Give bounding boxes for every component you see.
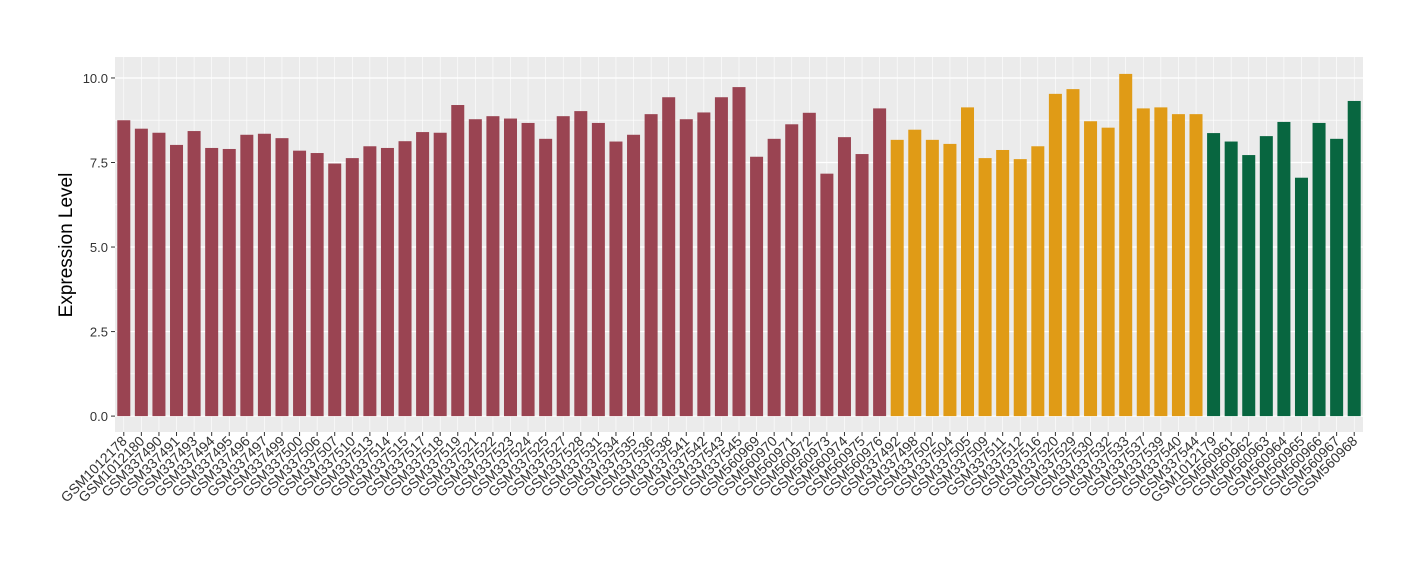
bar: [1013, 159, 1027, 417]
bar: [890, 139, 904, 417]
bar: [644, 114, 658, 417]
bar: [416, 132, 430, 417]
bar: [117, 120, 131, 417]
bar: [714, 97, 728, 417]
bar: [627, 134, 641, 417]
bar: [1101, 127, 1115, 417]
bar: [732, 87, 746, 417]
bar: [697, 112, 711, 417]
bar: [1048, 93, 1062, 417]
bar: [750, 156, 764, 417]
bar: [1171, 114, 1185, 417]
bar: [451, 105, 465, 417]
bar: [521, 122, 535, 417]
bar: [1031, 146, 1045, 417]
bar: [1136, 108, 1150, 417]
bar: [240, 134, 254, 417]
bar: [802, 112, 816, 417]
bar: [679, 119, 693, 417]
bar: [539, 138, 553, 417]
bar: [170, 144, 184, 417]
bar: [1207, 133, 1221, 417]
bar: [187, 131, 201, 417]
bar: [433, 132, 447, 417]
bar: [556, 116, 570, 417]
bar: [609, 141, 623, 417]
bar: [943, 143, 957, 417]
bar: [574, 111, 588, 417]
bar: [468, 119, 482, 417]
bar: [1154, 107, 1168, 417]
bar: [1119, 73, 1133, 417]
bar: [486, 116, 500, 417]
bar: [328, 163, 342, 417]
bar: [855, 154, 869, 417]
bar: [1189, 114, 1203, 417]
bar: [873, 108, 887, 417]
bar: [1084, 121, 1098, 417]
bar: [961, 107, 975, 417]
bar: [785, 124, 799, 417]
bar: [257, 133, 271, 417]
y-tick-label: 7.5: [90, 156, 108, 171]
y-tick-label: 10.0: [83, 71, 108, 86]
bar: [363, 146, 377, 417]
bar: [1259, 136, 1273, 417]
bar: [1242, 155, 1256, 417]
y-axis-title: Expression Level: [56, 173, 77, 318]
bar: [310, 153, 324, 417]
bar: [205, 147, 219, 417]
bar: [398, 141, 412, 417]
bar: [925, 139, 939, 417]
y-tick-label: 5.0: [90, 240, 108, 255]
bar: [380, 147, 394, 417]
bar: [662, 97, 676, 417]
bar: [767, 138, 781, 417]
bar: [1294, 177, 1308, 417]
y-tick-label: 0.0: [90, 409, 108, 424]
bar: [503, 118, 517, 417]
bar: [837, 137, 851, 417]
bar: [222, 148, 236, 417]
bar: [134, 128, 148, 417]
bar: [1277, 121, 1291, 417]
bar: [152, 132, 166, 417]
bar: [820, 173, 834, 417]
bar: [1347, 100, 1361, 417]
y-tick-label: 2.5: [90, 325, 108, 340]
bar: [908, 129, 922, 417]
bar: [1066, 89, 1080, 417]
bar: [293, 150, 307, 417]
bar: [1224, 141, 1238, 417]
bar: [591, 122, 605, 417]
bar: [1330, 138, 1344, 417]
bar: [978, 158, 992, 417]
bar: [275, 138, 289, 417]
bar: [996, 149, 1010, 417]
bar: [345, 158, 359, 417]
bar: [1312, 122, 1326, 417]
